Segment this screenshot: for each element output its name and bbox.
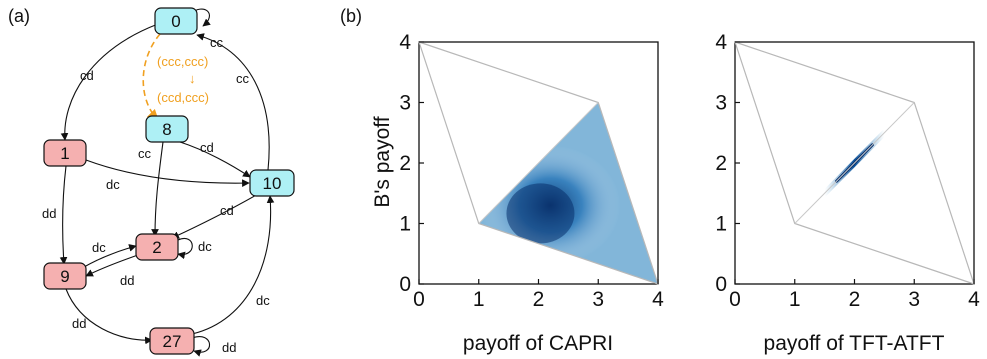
edge-10-2: [171, 193, 259, 239]
panel-a-label: (a): [8, 6, 30, 26]
x-tick-label: 2: [533, 288, 545, 311]
node-2: 2: [135, 233, 179, 261]
edges: [59, 8, 275, 357]
ticks-capri: 0 1 2 3 4 0 1 2 3 4: [399, 31, 664, 311]
y-tick-label: 1: [399, 213, 411, 236]
x-tick-label: 4: [968, 288, 980, 311]
edge-10-0: [196, 33, 270, 171]
y-tick-label: 3: [715, 92, 727, 115]
edge-label-2-2: dc: [198, 239, 212, 254]
nodes: 0 8 10 1 2 9 2: [43, 7, 295, 355]
transition-annotation: (ccc,ccc) ↓ (ccd,ccc): [157, 54, 209, 105]
edge-8-10: [179, 141, 251, 178]
edge-label-8-2: cc: [138, 146, 152, 161]
edge-2-2: [177, 237, 193, 260]
edge-9-27: [65, 288, 153, 345]
y-tick-label: 4: [715, 31, 727, 54]
x-tick-label: 1: [473, 288, 485, 311]
node-8-label: 8: [162, 120, 171, 139]
edge-label-8-10: cd: [200, 140, 214, 155]
node-0-label: 0: [171, 12, 180, 31]
edge-label-9-2: dc: [92, 240, 106, 255]
edge-9-2: [83, 244, 137, 268]
edge-2-9: [85, 254, 139, 277]
panel-a: (a): [8, 6, 295, 357]
edge-label-0-1: cd: [80, 68, 94, 83]
ticks-tft-atft: 0 1 2 3 4 0 1 2 3 4: [715, 31, 980, 311]
edge-1-10: [85, 159, 250, 187]
panel-b-label: (b): [340, 6, 362, 26]
x-tick-label: 4: [652, 288, 664, 311]
annotation-arrow: ↓: [189, 71, 196, 86]
plot-tft-atft: 0 1 2 3 4 0 1 2 3 4 payoff of TFT-ATFT: [715, 31, 980, 355]
y-axis-title: B's payoff: [371, 116, 394, 207]
node-1-label: 1: [60, 144, 69, 163]
edge-label-27-10: dc: [256, 293, 270, 308]
y-tick-label: 0: [399, 273, 411, 296]
density-core: [506, 183, 575, 244]
diagonal-guide: [478, 102, 599, 224]
edge-label-2-9: dd: [120, 273, 134, 288]
node-8: 8: [145, 115, 189, 143]
node-9-label: 9: [60, 267, 69, 286]
node-27: 27: [149, 327, 195, 355]
x-tick-label: 2: [849, 288, 861, 311]
panel-b: (b) B's payoff 0 1 2 3 4 0 1 2 3 4 payoff of CAPR…: [340, 6, 980, 355]
y-tick-label: 2: [399, 152, 411, 175]
edge-27-27: [191, 336, 211, 357]
node-27-label: 27: [163, 332, 182, 351]
edge-label-10-2: cd: [220, 203, 234, 218]
edge-label-27-27: dd: [222, 340, 236, 355]
node-10: 10: [249, 169, 295, 197]
x-axis-title-tft-atft: payoff of TFT-ATFT: [764, 332, 945, 355]
plot-capri: 0 1 2 3 4 0 1 2 3 4 payoff of CAPRI: [399, 31, 664, 355]
x-tick-label: 3: [592, 288, 604, 311]
edge-label-10-0: cc: [236, 71, 250, 86]
annotation-line1: (ccc,ccc): [157, 54, 208, 69]
x-tick-label: 1: [789, 288, 801, 311]
y-tick-label: 1: [715, 213, 727, 236]
node-10-label: 10: [263, 174, 282, 193]
edge-label-0-0: cc: [210, 35, 224, 50]
edge-label-1-9: dd: [42, 206, 56, 221]
y-tick-label: 4: [399, 31, 411, 54]
y-tick-label: 0: [715, 273, 727, 296]
x-axis-title-capri: payoff of CAPRI: [463, 332, 613, 355]
edge-0-8-transition: [142, 33, 161, 121]
annotation-line2: (ccd,ccc): [157, 90, 209, 105]
node-2-label: 2: [152, 238, 161, 257]
edge-label-9-27: dd: [72, 316, 86, 331]
x-tick-label: 0: [729, 288, 741, 311]
edge-label-1-10: dc: [106, 177, 120, 192]
edge-0-1: [60, 23, 159, 141]
y-tick-label: 3: [399, 92, 411, 115]
y-tick-label: 2: [715, 152, 727, 175]
node-9: 9: [43, 262, 87, 290]
node-1: 1: [43, 139, 87, 167]
edge-27-10: [191, 195, 275, 335]
edge-8-2: [151, 141, 164, 237]
x-tick-label: 3: [908, 288, 920, 311]
node-0: 0: [154, 7, 198, 35]
edge-1-9: [59, 165, 68, 265]
diagonal-guide: [794, 102, 915, 224]
x-tick-label: 0: [413, 288, 425, 311]
edge-labels: cc cd cc cc cd dc cd dd dc dc dd dd dc d…: [42, 35, 270, 355]
